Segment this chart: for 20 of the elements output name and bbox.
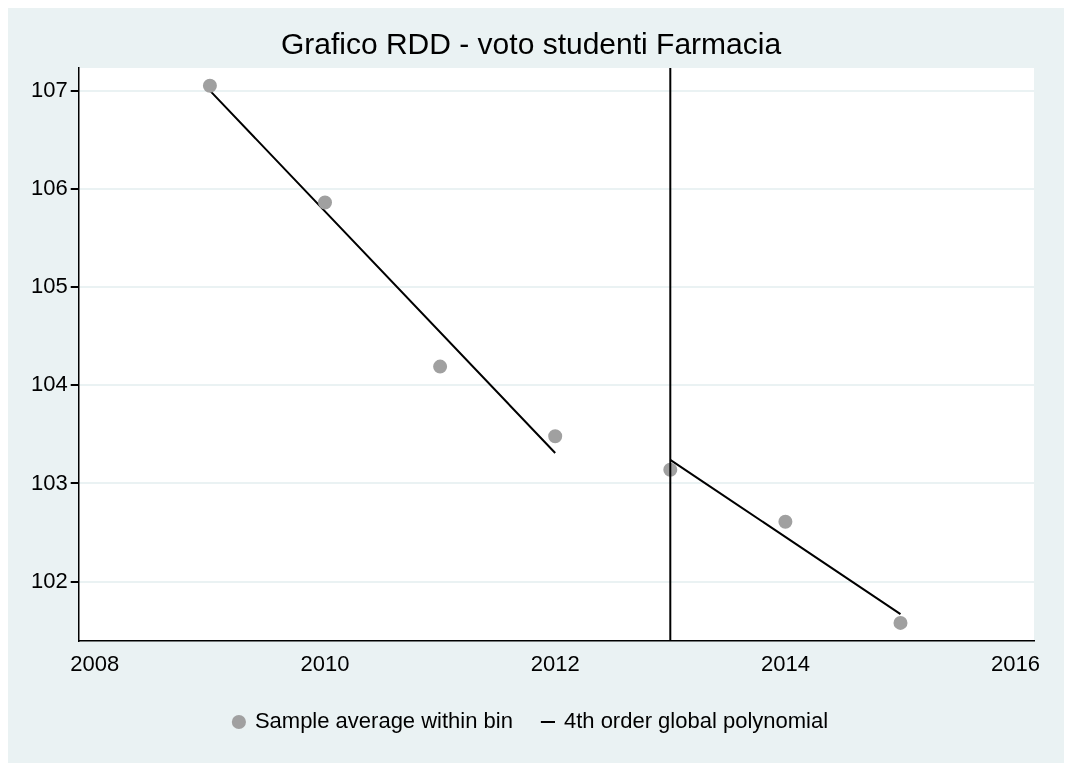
y-tick-label: 106 bbox=[30, 174, 68, 200]
legend-label: Sample average within bin bbox=[254, 708, 513, 734]
legend-label: 4th order global polynomial bbox=[563, 708, 829, 734]
point bbox=[318, 195, 333, 210]
point bbox=[433, 359, 448, 374]
y-tick-label: 102 bbox=[30, 567, 68, 593]
y-tick-label: 104 bbox=[30, 371, 68, 397]
y-tick-label: 107 bbox=[30, 76, 68, 102]
y-tick-label: 103 bbox=[30, 469, 68, 495]
point bbox=[778, 514, 793, 529]
chart-title: Grafico RDD - voto studenti Farmacia bbox=[280, 27, 782, 61]
x-tick-label: 2008 bbox=[70, 650, 120, 676]
point bbox=[893, 615, 908, 630]
point bbox=[548, 429, 563, 444]
point bbox=[202, 78, 217, 93]
y-tick-label: 105 bbox=[30, 273, 68, 299]
x-tick-label: 2010 bbox=[300, 650, 350, 676]
x-tick-label: 2012 bbox=[530, 650, 580, 676]
x-tick-label: 2016 bbox=[991, 650, 1041, 676]
x-tick-label: 2014 bbox=[760, 650, 810, 676]
